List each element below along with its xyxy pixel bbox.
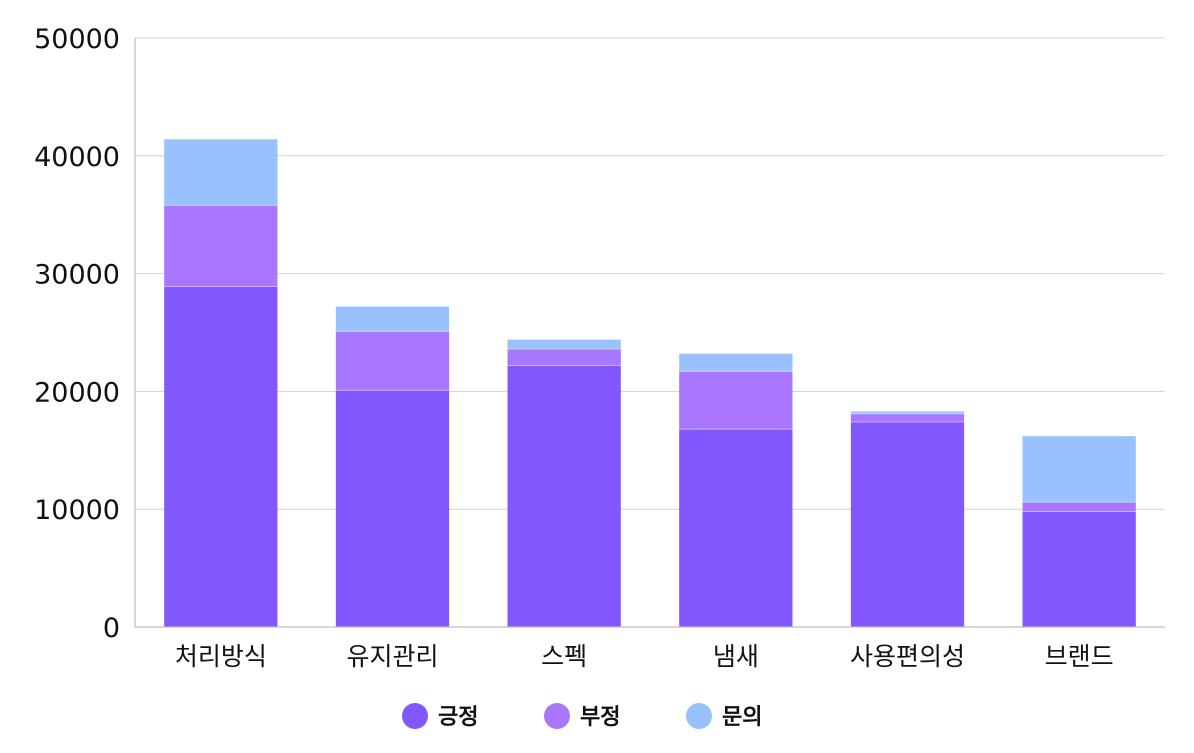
y-tick-label: 30000 — [34, 260, 120, 291]
y-tick-label: 50000 — [34, 24, 120, 55]
x-axis-categories: 처리방식 유지관리 스펙 냄새 사용편의성 브랜드 — [175, 642, 1114, 671]
bar-segment-negative — [507, 348, 621, 366]
bar-segment-positive — [850, 422, 965, 627]
legend-marker — [544, 703, 570, 729]
x-category-label: 스펙 — [541, 642, 587, 671]
legend-marker — [686, 703, 712, 729]
bar-segment-inquiry — [335, 306, 450, 332]
x-category-label: 처리방식 — [175, 642, 267, 671]
bar-segment-negative — [850, 413, 965, 423]
bar-segment-inquiry — [1022, 436, 1136, 503]
grid-lines — [135, 37, 1165, 510]
bar-segment-negative — [164, 205, 278, 287]
bars — [164, 139, 1136, 627]
x-category-label: 사용편의성 — [850, 642, 965, 671]
y-tick-label: 0 — [103, 613, 120, 644]
legend-marker — [402, 703, 428, 729]
y-axis-ticks: 0 10000 20000 30000 40000 50000 — [34, 24, 120, 644]
x-category-label: 냄새 — [713, 642, 759, 671]
x-category-label: 브랜드 — [1045, 642, 1114, 671]
legend-label: 부정 — [580, 705, 620, 730]
bar-segment-inquiry — [850, 411, 965, 414]
bar-segment-positive — [507, 365, 621, 627]
bar-segment-inquiry — [679, 353, 793, 372]
y-tick-label: 20000 — [34, 377, 120, 408]
legend-label: 문의 — [722, 705, 762, 730]
bar-segment-negative — [1022, 502, 1136, 512]
legend-item: 문의 — [686, 703, 762, 730]
legend-label: 긍정 — [438, 705, 478, 730]
bar-segment-positive — [335, 390, 450, 627]
y-tick-label: 40000 — [34, 142, 120, 173]
bar-segment-negative — [679, 371, 793, 430]
bar-segment-inquiry — [507, 339, 621, 349]
bar-segment-negative — [335, 331, 450, 391]
legend-item: 긍정 — [402, 703, 478, 730]
bar-segment-positive — [164, 286, 278, 627]
bar-segment-positive — [1022, 511, 1136, 627]
legend-item: 부정 — [544, 703, 620, 730]
bar-segment-inquiry — [164, 139, 278, 206]
x-category-label: 유지관리 — [346, 642, 438, 671]
bar-segment-positive — [679, 429, 793, 627]
legend: 긍정 부정 문의 — [402, 703, 762, 730]
y-tick-label: 10000 — [34, 495, 120, 526]
